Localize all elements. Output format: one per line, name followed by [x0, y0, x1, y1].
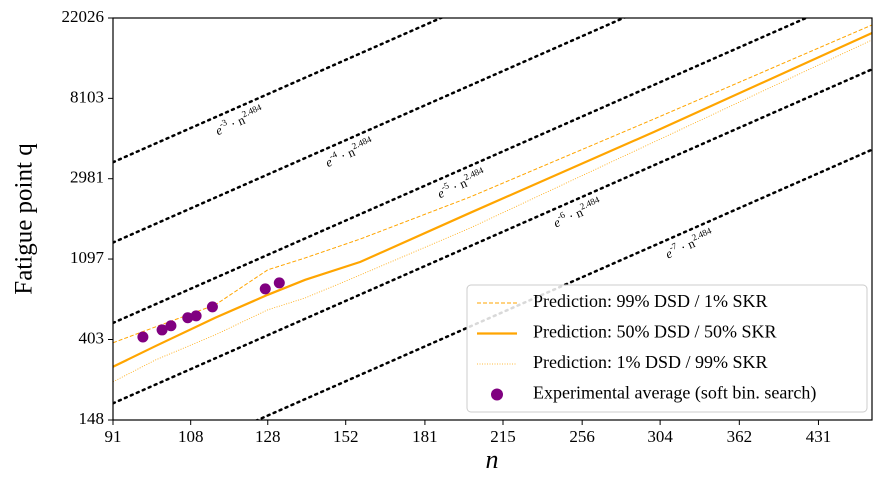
x-tick-label: 362 [727, 427, 753, 446]
reference-label-part: -3 [218, 117, 229, 129]
reference-label-part: · n [675, 235, 697, 256]
y-axis-label: Fatigue point q [11, 143, 38, 295]
scatter-point [190, 310, 202, 322]
reference-label-part: -5 [440, 180, 451, 192]
reference-label: e-5 · n2.484 [434, 165, 488, 201]
reference-label-part: -6 [556, 209, 567, 221]
series-line [113, 32, 873, 368]
reference-label-part: 2.484 [578, 194, 601, 212]
x-tick-label: 108 [178, 427, 204, 446]
legend-swatch [491, 388, 503, 401]
reference-label-part: -7 [668, 240, 679, 252]
legend-box [466, 284, 868, 413]
reference-label-part: e [551, 214, 563, 230]
reference-line [113, 18, 444, 164]
x-tick-label: 431 [806, 427, 832, 446]
y-tick-label: 148 [79, 409, 105, 428]
reference-label-part: · n [225, 112, 247, 133]
scatter-point [165, 320, 177, 332]
reference-line [113, 18, 627, 244]
x-tick-label: 91 [105, 427, 122, 446]
x-tick-label: 304 [647, 427, 673, 446]
scatter-point [206, 301, 218, 313]
y-tick-label: 8103 [70, 87, 104, 106]
legend-label: Experimental average (soft bin. search) [533, 383, 816, 404]
plot-area [113, 18, 873, 420]
x-tick-label: 215 [490, 427, 516, 446]
reference-label-part: e [435, 185, 447, 201]
x-tick-label: 128 [255, 427, 281, 446]
legend-label: Prediction: 1% DSD / 99% SKR [533, 352, 768, 372]
scatter-point [182, 312, 194, 324]
reference-label-part: · n [447, 175, 469, 196]
scatter-point [259, 283, 271, 295]
reference-label-part: 2.484 [690, 225, 713, 243]
y-tick-label: 1097 [70, 248, 105, 267]
reference-line [254, 148, 873, 420]
y-tick-label: 2981 [70, 168, 104, 187]
x-tick-label: 181 [412, 427, 438, 446]
scatter-point [273, 277, 285, 289]
reference-label-part: e [323, 154, 335, 170]
reference-label-part: · n [335, 144, 357, 165]
reference-label: e-7 · n2.484 [662, 225, 716, 261]
reference-label-part: -4 [328, 149, 339, 161]
series-line [113, 24, 873, 344]
reference-label-part: e [213, 122, 225, 138]
reference-label: e-4 · n2.484 [322, 134, 376, 170]
y-tick-label: 22026 [62, 7, 105, 26]
scatter-point [156, 324, 168, 336]
x-axis-label: n [486, 445, 499, 474]
scatter-point [137, 331, 149, 343]
reference-label-part: e [663, 245, 675, 261]
legend-label: Prediction: 99% DSD / 1% SKR [533, 291, 768, 311]
reference-label-part: · n [563, 204, 585, 225]
reference-line [113, 68, 873, 405]
axes-frame [112, 17, 873, 421]
x-tick-label: 152 [333, 427, 359, 446]
series-line [113, 39, 873, 383]
y-tick-label: 403 [79, 328, 105, 347]
x-tick-label: 256 [569, 427, 595, 446]
reference-line [113, 18, 810, 325]
legend-label: Prediction: 50% DSD / 50% SKR [533, 322, 777, 342]
